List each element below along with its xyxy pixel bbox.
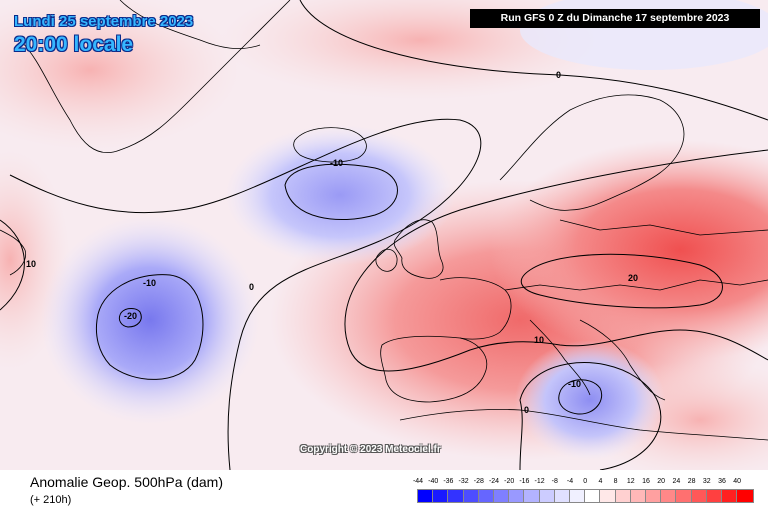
legend-swatch [569,489,587,503]
legend-tick-label: -40 [428,478,439,485]
coast-greenland-east [119,0,261,50]
contour-minus10-iceland [284,163,398,220]
legend-tick-label: 20 [657,478,666,485]
negative-anomaly-atlantic [40,215,260,425]
legend-tick-label: 36 [718,478,726,485]
legend-swatch [675,489,694,503]
legend-tick-label: -4 [566,478,574,485]
legend-swatch [538,489,557,503]
legend-swatch [721,489,739,503]
anomaly-map [0,0,768,470]
coast-greenland [19,0,291,153]
copyright-notice: Copyright © 2023 Meteociel.fr [300,444,441,455]
footer: Anomalie Geop. 500hPa (dam) (+ 210h) -44… [0,470,768,512]
contour-label: -10 [330,158,344,168]
legend-swatch [477,489,496,503]
map-area: Lundi 25 septembre 2023 20:00 locale Run… [0,0,768,470]
coast-france [439,277,512,340]
coast-scandinavia [499,94,685,211]
contour-label: -20 [124,311,138,321]
contour-10-europe [344,149,768,372]
legend-swatch [553,489,572,503]
legend-swatch [523,489,542,503]
negative-anomaly-mediterranean [515,340,665,460]
coast-balkans [579,319,666,401]
coast-west-edge [0,229,27,276]
legend-tick-label: 40 [733,478,742,485]
legend-tick-label: -24 [488,478,500,485]
run-info: Run GFS 0 Z du Dimanche 17 septembre 202… [470,9,760,28]
legend-tick-label: 8 [613,478,618,485]
contour-label: 0 [524,405,530,415]
legend-tick-label: 0 [583,478,588,485]
legend-swatch [660,489,678,503]
legend-tick-label: 32 [702,478,711,485]
legend-swatch [599,489,618,503]
contour-minus10-atlantic [95,274,204,380]
coast-britain [393,219,444,279]
contour-label: -10 [143,278,157,288]
negative-anomaly-iceland [225,125,455,265]
coast-italy [529,319,591,396]
legend-swatch [736,489,754,503]
contour-minus20-atlantic [118,307,142,328]
contour-label: 10 [534,335,545,345]
contour-minus10-med [558,379,602,415]
legend-tick-label: 16 [642,478,650,485]
border-east-europe [559,219,768,236]
forecast-hour: (+ 210h) [30,494,72,506]
legend-tick-label: -16 [519,478,530,485]
coast-north-africa [399,409,768,441]
legend-tick-label: -8 [551,478,558,485]
contour-circle-med [519,362,662,470]
coast-iberia [380,335,488,403]
contour-20-central [520,253,723,309]
legend-tick-label: -12 [534,478,545,485]
legend-swatch [645,489,663,503]
legend-swatch [417,489,435,503]
legend-tick-label: 12 [626,478,635,485]
legend-swatch [690,489,709,503]
legend-swatch [462,489,481,503]
legend-swatch [705,489,724,503]
legend-tick-label: -20 [504,478,515,485]
legend-tick-label: 24 [672,478,681,485]
legend-tick-label: -32 [458,478,469,485]
legend-tick-label: 4 [598,478,603,485]
valid-time: 20:00 locale [14,33,134,56]
border-central-europe [504,279,768,291]
legend-swatch [447,489,466,503]
legend-swatch [493,489,511,503]
contour-zero-south [519,399,523,470]
legend-tick-label: -44 [412,478,424,485]
contour-label: -10 [568,379,582,389]
contour-label: 0 [249,282,255,292]
contour-label: 10 [26,259,37,269]
field-title: Anomalie Geop. 500hPa (dam) [30,474,223,490]
contour-zero-north [299,0,768,121]
legend-swatch [584,489,602,503]
valid-date: Lundi 25 septembre 2023 [14,13,194,30]
coast-iceland [293,127,367,163]
legend-tick-label: -36 [443,478,454,485]
contour-zero-west [9,118,482,470]
positive-anomaly-northwest [0,0,240,150]
contour-label: 0 [556,70,562,80]
contour-label: 20 [628,273,639,283]
legend-swatch [432,489,450,503]
legend-swatch [508,489,526,503]
legend-swatch [614,489,633,503]
legend-swatch [629,489,648,503]
legend-tick-label: 28 [687,478,696,485]
coast-ireland [375,248,398,272]
legend-tick-label: -28 [473,478,484,485]
